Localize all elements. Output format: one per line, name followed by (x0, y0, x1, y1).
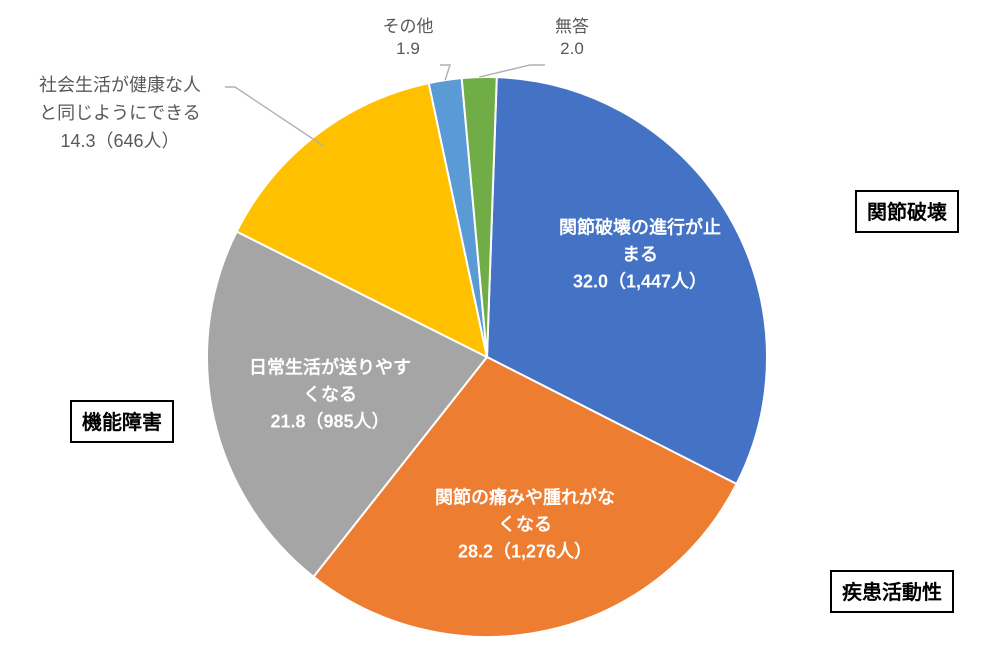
leader-no-answer (479, 65, 545, 77)
leader-social-life (225, 87, 324, 147)
pie-svg (0, 0, 995, 669)
chart-stage: { "chart": { "type": "pie", "cx": 487, "… (0, 0, 995, 669)
cat-functional: 機能障害 (70, 400, 174, 443)
leader-other (440, 65, 450, 80)
cat-joint-destruction: 関節破壊 (855, 190, 959, 233)
cat-disease-activity: 疾患活動性 (830, 570, 954, 613)
